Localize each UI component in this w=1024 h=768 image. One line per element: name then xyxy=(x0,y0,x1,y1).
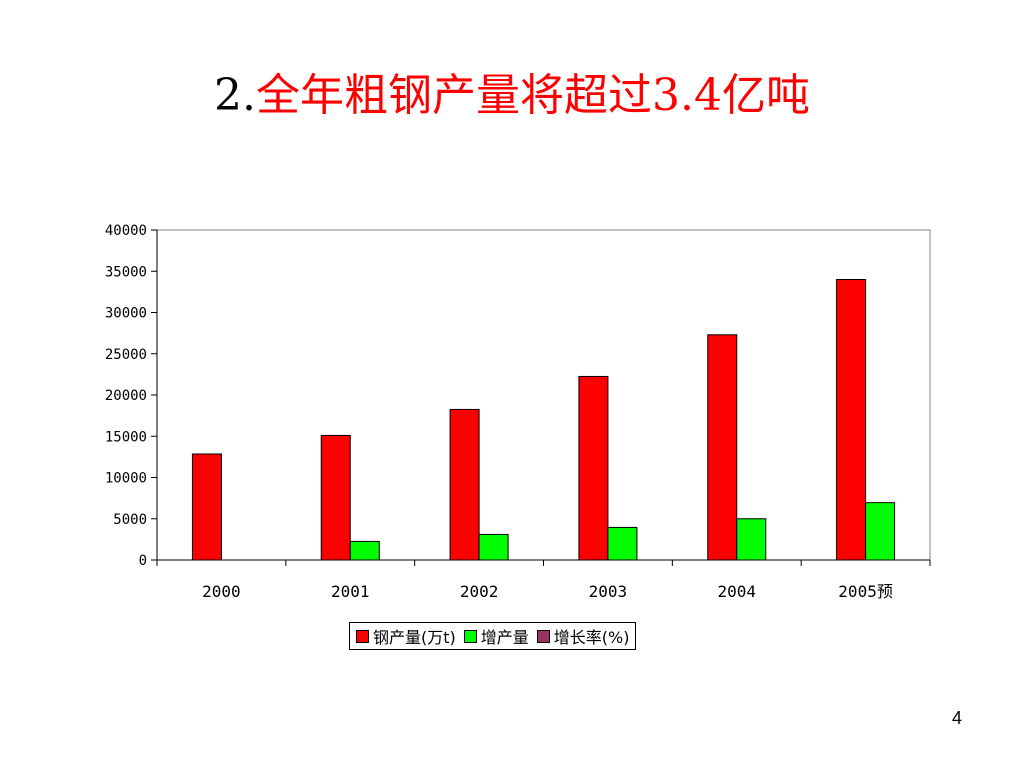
bars xyxy=(191,279,896,561)
bar-steel-2004 xyxy=(707,334,738,561)
title-text: 全年粗钢产量将超过3.4亿吨 xyxy=(256,70,810,121)
legend-swatch-steel xyxy=(356,629,369,643)
page-number: 4 xyxy=(951,708,962,728)
legend-item-increase: 增产量 xyxy=(463,624,529,648)
bar-steel-2001 xyxy=(320,434,351,561)
y-tick-label-35000: 35000 xyxy=(105,264,147,280)
bar-steel-2000 xyxy=(191,453,222,561)
y-tick-label-25000: 25000 xyxy=(105,347,147,363)
bar-increase-2002 xyxy=(478,533,509,561)
bar-increase-2001 xyxy=(349,540,380,561)
bar-increase-2005预 xyxy=(865,502,896,561)
legend-label-rate: 增长率(%) xyxy=(553,628,630,647)
legend-label-increase: 增产量 xyxy=(480,628,529,647)
y-tick-label-5000: 5000 xyxy=(113,512,147,528)
x-tick-label-2000: 2000 xyxy=(202,582,241,601)
slide-title: 2.全年粗钢产量将超过3.4亿吨 xyxy=(0,66,1024,126)
y-tick-label-15000: 15000 xyxy=(105,429,147,445)
bar-steel-2003 xyxy=(578,375,609,561)
x-tick-label-2004: 2004 xyxy=(717,582,756,601)
plot-frame xyxy=(156,229,931,561)
x-tick-label-2005预: 2005预 xyxy=(838,582,893,601)
axes: 0 5000 10000 15000 20000 25000 30000 35000 40000… xyxy=(105,223,931,601)
x-tick-label-2003: 2003 xyxy=(589,582,628,601)
bar-increase-2003 xyxy=(607,526,638,561)
legend-item-rate: 增长率(%) xyxy=(536,624,630,648)
y-tick-label-20000: 20000 xyxy=(105,388,147,404)
legend-item-steel: 钢产量(万t) xyxy=(356,624,456,648)
bar-steel-2005预 xyxy=(836,279,867,561)
bar-increase-2004 xyxy=(736,518,767,561)
x-tick-label-2001: 2001 xyxy=(331,582,370,601)
y-tick-label-30000: 30000 xyxy=(105,306,147,322)
bar-steel-2002 xyxy=(449,408,480,561)
title-number: 2. xyxy=(214,70,256,121)
y-tick-label-10000: 10000 xyxy=(105,471,147,487)
plot-area xyxy=(156,229,931,561)
legend-swatch-rate xyxy=(536,629,550,643)
x-tick-label-2002: 2002 xyxy=(460,582,499,601)
legend-swatch-increase xyxy=(463,629,477,643)
legend-label-steel: 钢产量(万t) xyxy=(373,628,456,647)
y-tick-label-40000: 40000 xyxy=(105,223,147,239)
y-tick-label-0: 0 xyxy=(139,553,147,569)
legend: 钢产量(万t) 增产量 增长率(%) xyxy=(349,622,637,650)
